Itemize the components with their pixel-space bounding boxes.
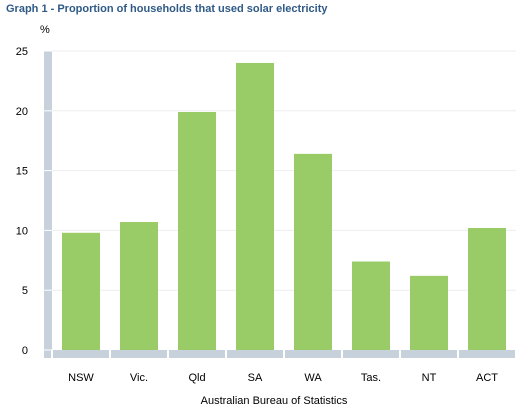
bar-nt: [410, 275, 448, 350]
x-axis-categories: NSW Vic. Qld SA WA Tas. NT ACT: [68, 372, 498, 384]
x-tick-label: WA: [304, 372, 322, 384]
x-tick-label: NT: [422, 372, 437, 384]
y-tick-label: 0: [22, 345, 28, 357]
y-tick-label: 15: [16, 166, 28, 178]
bar-nsw: [62, 232, 100, 350]
y-tick-label: 5: [22, 285, 28, 297]
x-tick-label: SA: [248, 372, 263, 384]
bar-act: [468, 228, 506, 350]
bars: [62, 62, 506, 351]
bar-wa: [294, 153, 332, 350]
y-axis-bar: [44, 51, 52, 352]
y-tick-label: 25: [16, 46, 28, 58]
x-tick-label: Vic.: [130, 372, 148, 384]
x-tick-label: ACT: [476, 372, 498, 384]
bar-sa: [236, 62, 274, 351]
x-axis-bar: [44, 350, 516, 358]
x-tick-label: Qld: [188, 372, 205, 384]
source-label: Australian Bureau of Statistics: [201, 395, 348, 407]
y-tick-label: 10: [16, 225, 28, 237]
x-axis: [44, 50, 517, 358]
x-tick-label: NSW: [68, 372, 94, 384]
y-tick-label: 20: [16, 106, 28, 118]
chart-title: Graph 1 - Proportion of households that …: [6, 3, 328, 15]
y-axis-unit-label: %: [40, 24, 50, 36]
x-tick-label: Tas.: [361, 372, 381, 384]
bar-vic: [120, 222, 158, 350]
y-axis-ticks: 0 5 10 15 20 25: [16, 46, 28, 357]
bar-qld: [178, 111, 216, 350]
bar-tas: [352, 261, 390, 350]
